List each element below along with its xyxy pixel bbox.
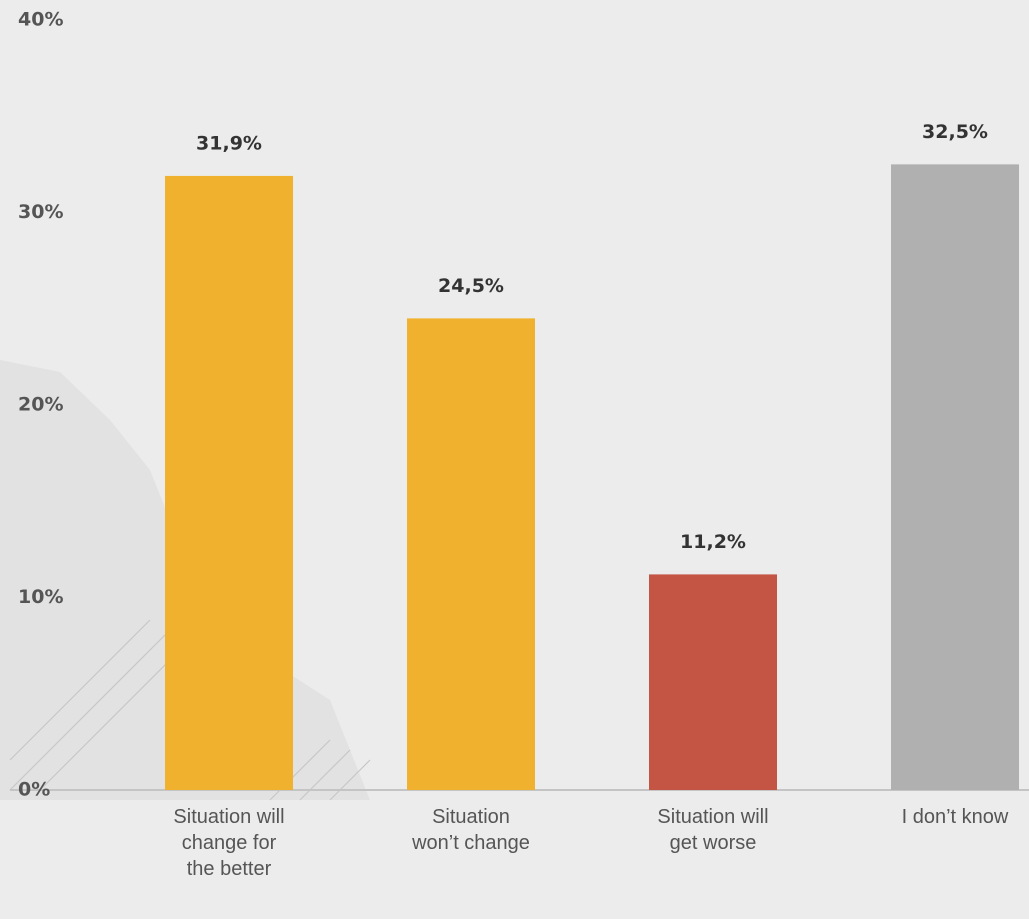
x-tick-label: Situation won’t change xyxy=(412,806,530,854)
bar xyxy=(891,164,1019,790)
value-label: 11,2% xyxy=(680,531,746,553)
value-label: 24,5% xyxy=(438,275,504,297)
bar xyxy=(649,574,777,790)
value-label: 32,5% xyxy=(922,121,988,143)
y-tick-label: 10% xyxy=(18,586,63,608)
value-label: 31,9% xyxy=(196,132,262,154)
y-tick-label: 20% xyxy=(18,394,63,416)
y-tick-label: 30% xyxy=(18,201,63,223)
x-tick-label: Situation will get worse xyxy=(657,806,769,854)
x-tick-label: I don’t know xyxy=(901,806,1009,828)
bar xyxy=(407,318,535,790)
bar xyxy=(165,175,293,791)
x-tick-label: Situation will change for the better xyxy=(173,806,285,880)
y-tick-label: 0% xyxy=(18,779,50,801)
y-tick-label: 40% xyxy=(18,9,63,31)
